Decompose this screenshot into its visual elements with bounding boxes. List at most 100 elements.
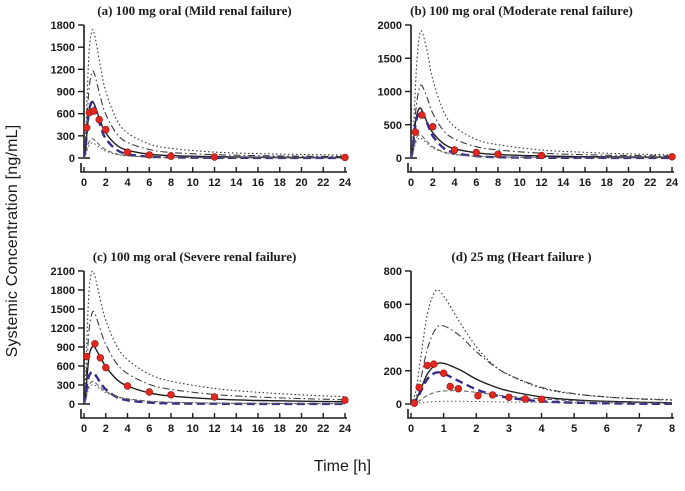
observed-point [145,151,154,159]
x-tick-label: 1 [441,423,447,435]
panel-d-plot: 0 200 400 600 800 0 1 2 3 4 5 6 7 8 [359,266,684,442]
curve-upper-dotted [83,270,346,405]
observed-point [429,122,437,131]
curve-sim-median [82,100,345,160]
curve-sim-median [410,371,673,406]
x-axis-d [407,409,674,419]
observed-point [341,153,349,162]
x-tick-label: 8 [495,177,501,189]
x-tick-label: 24 [339,177,352,189]
chart-svg-d: 0 200 400 600 800 0 1 2 3 4 5 6 7 8 [384,266,675,435]
x-tick-label: 4 [451,177,458,189]
x-tick-label: 6 [146,177,152,189]
curve-median-solid [410,107,673,159]
curve-upper-dotted [83,28,346,159]
observed-point [411,128,420,136]
x-axis-label: Time [h] [313,458,372,475]
observed-point [505,393,513,402]
x-tick-label: 8 [168,177,174,189]
curve-upper-dashdot [83,70,346,159]
y-tick-label: 1800 [51,285,75,297]
x-tick-label: 14 [230,423,243,435]
x-tick-label: 8 [669,423,675,435]
observed-point [210,153,219,161]
x-tick-label: 8 [168,423,174,435]
x-tick-label: 16 [579,177,591,189]
observed-point [210,393,219,401]
observed-point [474,391,482,400]
x-tick-label: 12 [535,177,547,189]
panel-a-title: (a) 100 mg oral (Mild renal failure) [97,3,292,18]
observed-point [430,360,438,368]
observed-point [472,148,481,157]
y-tick-label: 800 [384,266,402,278]
x-tick-label: 0 [81,423,87,435]
x-tick-label: 22 [317,423,329,435]
x-tick-label: 14 [557,177,570,189]
observed-point [145,388,154,396]
observed-point [450,146,459,154]
x-tick-label: 22 [644,177,656,189]
curve-upper-dashdot [410,84,673,159]
x-tick-label: 24 [666,177,679,189]
curve-median-solid [83,345,346,405]
x-tick-label: 12 [208,177,220,189]
y-tick-label: 1000 [378,87,402,99]
observed-point [537,395,546,404]
x-tick-label: 2 [103,177,109,189]
x-tick-label: 4 [124,423,131,435]
observed-point [341,396,349,404]
x-tick-label: 4 [538,423,545,435]
curve-lower-dotted [83,384,346,405]
y-axis-label: Systemic Concentration [ng/mL] [4,124,21,358]
curve-upper-dotted [410,30,673,159]
curve-lower-dashed [410,134,673,159]
y-tick-label: 0 [396,153,402,165]
y-tick-label: 0 [396,399,402,411]
panel-a: (a) 100 mg oral (Mild renal failure) 0 30… [32,2,357,196]
panel-b: (b) 100 mg oral (Moderate renal failure)… [359,2,684,196]
observed-point [167,391,175,399]
panel-b-title: (b) 100 mg oral (Moderate renal failure) [410,3,633,18]
x-tick-label: 7 [636,423,642,435]
x-tick-label: 10 [187,423,199,435]
curve-upper-dashdot [83,310,346,405]
x-tick-label: 2 [103,423,109,435]
x-tick-label: 3 [506,423,512,435]
y-tick-label: 1800 [51,20,75,32]
panel-b-plot: 0 500 1000 1500 2000 0 2 4 6 8 10 12 14 16 18 20 22 24 [359,20,684,196]
panels-grid: (a) 100 mg oral (Mild renal failure) 0 3 0… [32,2,684,442]
x-tick-label: 20 [295,423,307,435]
y-tick-label: 0 [69,153,75,165]
x-tick-label: 20 [295,177,307,189]
observed-point [423,361,432,370]
observed-point [90,107,98,115]
x-tick-label: 18 [274,423,286,435]
observed-point [82,123,91,132]
observed-point [488,391,497,399]
curve-sim-median [409,109,672,160]
curve-lower-dotted [410,137,673,159]
curve-lower-dotted [410,400,673,405]
x-tick-label: 18 [274,177,286,189]
x-tick-label: 16 [252,177,264,189]
curve-sim-median [82,371,345,406]
x-tick-label: 6 [473,177,479,189]
observed-point [95,115,103,124]
x-tick-label: 18 [601,177,613,189]
x-tick-label: 4 [124,177,131,189]
x-tick-label: 16 [252,423,264,435]
panel-c-title: (c) 100 mg oral (Severe renal failure) [92,249,297,264]
panel-d: (d) 25 mg (Heart failure ) 0 200 400 600 800… [359,248,684,442]
observed-point [123,148,132,156]
y-tick-label: 2100 [51,266,75,278]
x-tick-label: 6 [146,423,152,435]
y-tick-label: 2000 [378,20,402,32]
y-tick-label: 1200 [51,64,75,76]
x-tick-label: 10 [514,177,526,189]
x-tick-label: 2 [473,423,479,435]
observed-point [418,111,426,119]
y-tick-label: 200 [384,366,402,378]
